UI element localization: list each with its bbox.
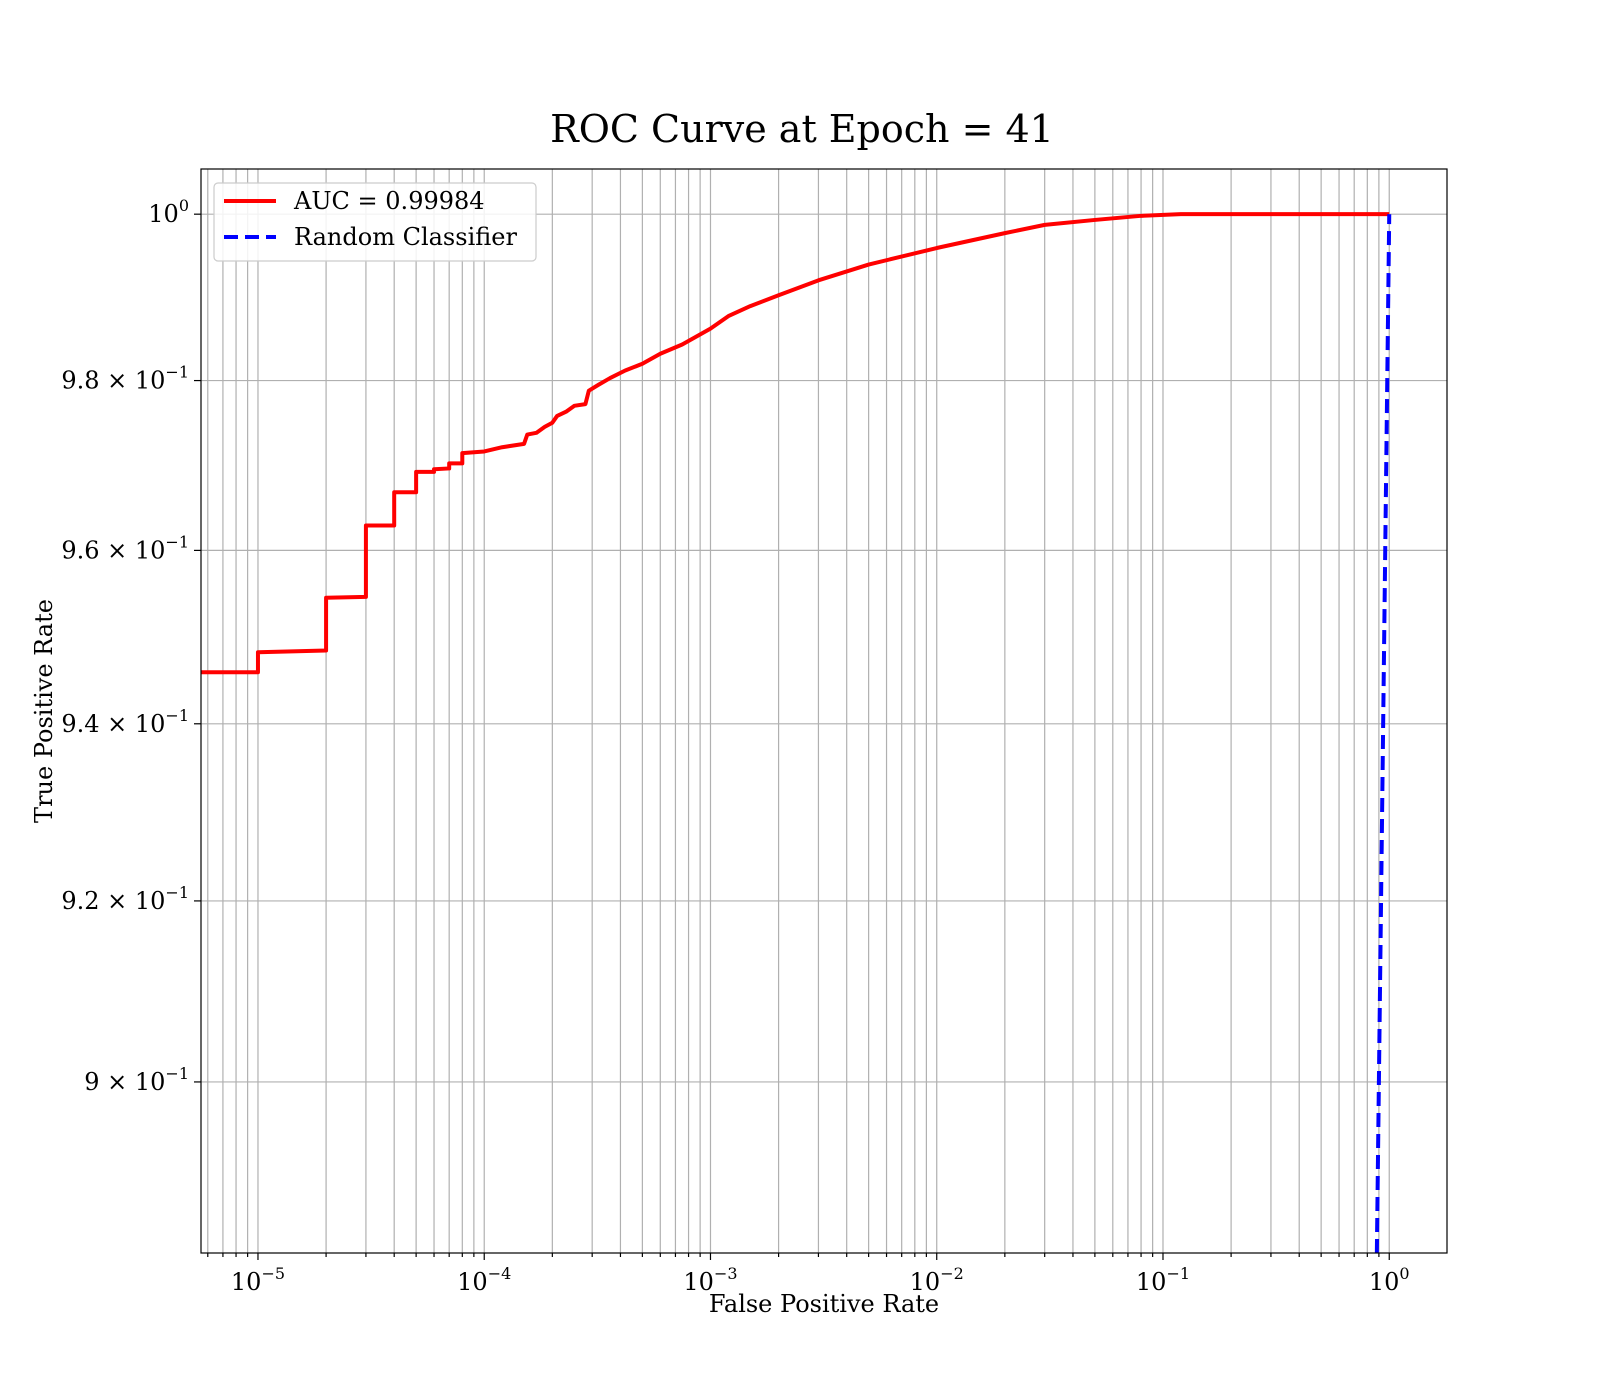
legend-label: AUC = 0.99984 bbox=[293, 187, 485, 215]
x-tick-label: 10−5 bbox=[231, 1264, 285, 1296]
x-tick-label: 10−2 bbox=[910, 1264, 964, 1296]
x-tick-label: 10−4 bbox=[457, 1264, 511, 1296]
y-tick-label: 9 × 10−1 bbox=[84, 1064, 189, 1096]
y-tick-label: 100 bbox=[148, 196, 189, 228]
random-classifier-line bbox=[1374, 214, 1392, 1253]
legend: AUC = 0.99984 Random Classifier bbox=[213, 182, 537, 262]
x-axis-label: False Positive Rate bbox=[709, 1290, 939, 1318]
legend-label: Random Classifier bbox=[294, 223, 517, 251]
x-tick-label: 10−1 bbox=[1136, 1264, 1190, 1296]
y-tick-label: 9.8 × 10−1 bbox=[61, 363, 189, 395]
y-tick-label: 9.2 × 10−1 bbox=[61, 883, 189, 915]
y-tick-label: 9.6 × 10−1 bbox=[61, 532, 189, 564]
chart-title: ROC Curve at Epoch = 41 bbox=[550, 107, 1054, 151]
plot-frame bbox=[200, 168, 1448, 1254]
grid-lines bbox=[201, 169, 1447, 1253]
legend-box bbox=[213, 182, 537, 262]
roc-curve-line bbox=[201, 212, 1390, 675]
axis-ticks: 10−5 10−4 10−3 10−2 10−1 100 9 × 10−1 9.2 × 10−… bbox=[61, 196, 1409, 1296]
x-tick-label: 10−3 bbox=[683, 1264, 737, 1296]
x-tick-label: 100 bbox=[1369, 1264, 1410, 1296]
y-tick-label: 9.4 × 10−1 bbox=[61, 706, 189, 738]
y-axis-label: True Positive Rate bbox=[30, 599, 58, 823]
series-layer bbox=[201, 212, 1392, 1253]
